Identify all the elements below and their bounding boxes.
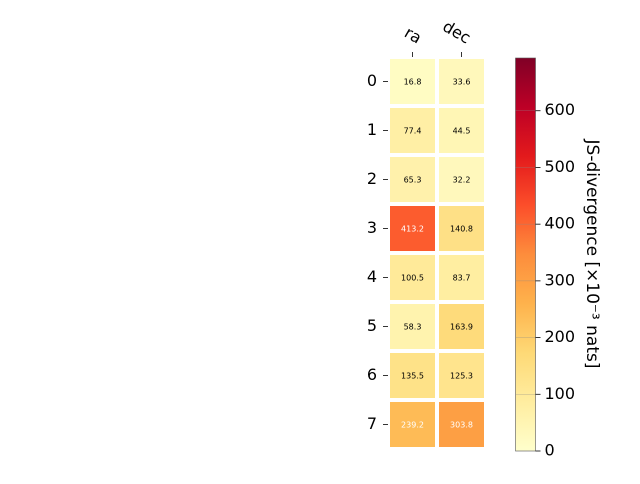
cell-value-label: 44.5 [453, 127, 471, 136]
heatmap-cell [390, 59, 435, 104]
heatmap-cell [390, 206, 435, 251]
heatmap-cell [390, 353, 435, 398]
cell-value-label: 303.8 [450, 421, 473, 430]
colorbar-tick-label: 600 [545, 100, 576, 119]
cell-value-label: 135.5 [401, 372, 424, 381]
cell-value-label: 83.7 [453, 274, 471, 283]
colorbar-tick-label: 100 [545, 384, 576, 403]
y-tick-label: 2 [367, 169, 377, 188]
colorbar-ticks: 0 100 200 300 400 500 600 [515, 100, 576, 460]
colorbar-tick-label: 400 [545, 214, 576, 233]
colorbar-tick-label: 300 [545, 270, 576, 289]
heatmap-cell [439, 304, 484, 349]
colorbar [515, 57, 536, 452]
colorbar-label: JS-divergence [×10⁻³ nats] [582, 139, 602, 369]
heatmap-cell [439, 157, 484, 202]
heatmap-cell [439, 353, 484, 398]
x-tick-label: dec [440, 17, 474, 48]
heatmap-cell [390, 255, 435, 300]
heatmap-cell [390, 304, 435, 349]
cell-value-label: 413.2 [401, 225, 424, 234]
y-tick-label: 3 [367, 218, 377, 237]
heatmap-cell [439, 206, 484, 251]
y-tick-label: 1 [367, 120, 377, 139]
y-tick-label: 0 [367, 71, 377, 90]
cell-value-label: 239.2 [401, 421, 424, 430]
cell-value-label: 125.3 [450, 372, 473, 381]
cell-value-label: 16.8 [404, 78, 422, 87]
x-tick-label: ra [401, 23, 425, 48]
cell-value-label: 140.8 [450, 225, 473, 234]
heatmap-cell [390, 157, 435, 202]
heatmap-cell [390, 108, 435, 153]
cell-value-label: 100.5 [401, 274, 424, 283]
y-tick-label: 4 [367, 267, 377, 286]
cell-value-label: 58.3 [404, 323, 422, 332]
y-axis: 0 1 2 3 4 5 6 7 [367, 71, 388, 433]
heatmap-cells: 16.8 33.6 77.4 44.5 65.3 32.2 413.2 140.8 100.5 8… [390, 59, 484, 447]
heatmap-cell [439, 108, 484, 153]
cell-value-label: 65.3 [404, 176, 422, 185]
heatmap-cell [390, 402, 435, 447]
cell-value-label: 77.4 [404, 127, 422, 136]
x-axis: ra dec [401, 17, 474, 57]
heatmap-cell [439, 255, 484, 300]
colorbar-tick-label: 200 [545, 327, 576, 346]
cell-value-label: 33.6 [453, 78, 471, 87]
cell-value-label: 32.2 [453, 176, 471, 185]
y-tick-label: 6 [367, 365, 377, 384]
y-tick-label: 7 [367, 414, 377, 433]
cell-value-label: 163.9 [450, 323, 473, 332]
colorbar-tick-label: 500 [545, 157, 576, 176]
colorbar-tick-label: 0 [545, 441, 555, 460]
y-tick-label: 5 [367, 316, 377, 335]
heatmap-cell [439, 402, 484, 447]
heatmap-cell [439, 59, 484, 104]
